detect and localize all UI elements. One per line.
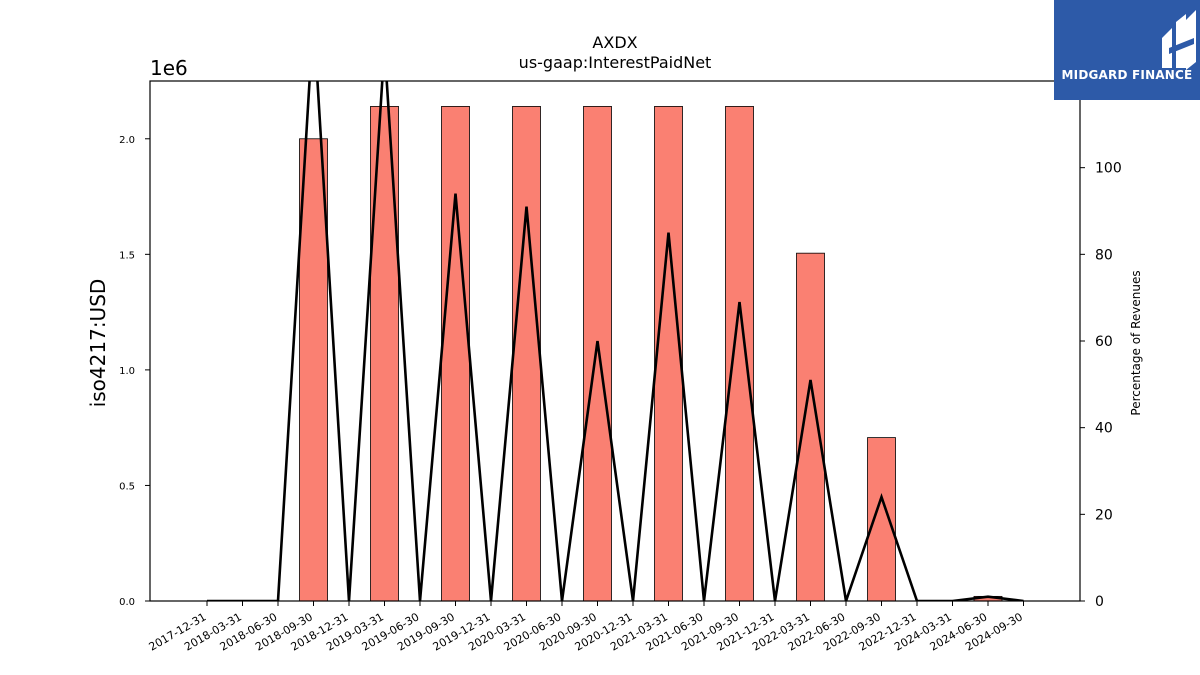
y2-tick-label: 100 bbox=[1095, 161, 1122, 177]
bar-2018-09-30 bbox=[299, 138, 328, 602]
bar-2021-09-30 bbox=[725, 106, 754, 602]
y2-tick-label: 80 bbox=[1095, 247, 1113, 263]
chart-title: AXDX bbox=[592, 33, 637, 52]
y-offset-label: 1e6 bbox=[150, 56, 188, 80]
y-tick-label: 0.0 bbox=[119, 597, 135, 608]
y-axis-right: 0 20 40 60 80 100 bbox=[1080, 161, 1122, 610]
line-percentage-of-revenues bbox=[207, 81, 1024, 601]
y-tick-label: 2.0 bbox=[119, 135, 135, 146]
y2-tick-label: 20 bbox=[1095, 507, 1113, 523]
chart-subtitle: us-gaap:InterestPaidNet bbox=[519, 53, 712, 72]
bar-series bbox=[299, 106, 1003, 602]
y2-tick-label: 0 bbox=[1095, 594, 1104, 610]
logo-text: MIDGARD FINANCE bbox=[1061, 68, 1193, 82]
y2-tick-label: 60 bbox=[1095, 334, 1113, 350]
y2-axis-label: Percentage of Revenues bbox=[1129, 270, 1143, 415]
bar-2021-03-31 bbox=[654, 106, 683, 602]
y-tick-label: 1.0 bbox=[119, 366, 135, 377]
bar-2022-03-31 bbox=[796, 252, 825, 602]
line-series bbox=[207, 81, 1024, 601]
y-axis-left: 0.0 0.5 1.0 1.5 2.0 bbox=[119, 135, 150, 608]
y-axis-label: iso4217:USD bbox=[86, 279, 110, 408]
plot-frame bbox=[149, 80, 1081, 602]
bar-2020-03-31 bbox=[512, 106, 541, 602]
brand-logo: MIDGARD FINANCE bbox=[1054, 0, 1200, 100]
y2-tick-label: 40 bbox=[1095, 421, 1113, 437]
y-tick-label: 1.5 bbox=[119, 250, 135, 261]
bar-2019-09-30 bbox=[441, 106, 470, 602]
bar-2020-09-30 bbox=[583, 106, 612, 602]
x-axis: 2017-12-312018-03-312018-06-302018-09-30… bbox=[147, 601, 1025, 654]
logo-mark-icon bbox=[1162, 10, 1196, 70]
bar-2022-09-30 bbox=[867, 437, 896, 602]
y-tick-label: 0.5 bbox=[119, 481, 135, 492]
